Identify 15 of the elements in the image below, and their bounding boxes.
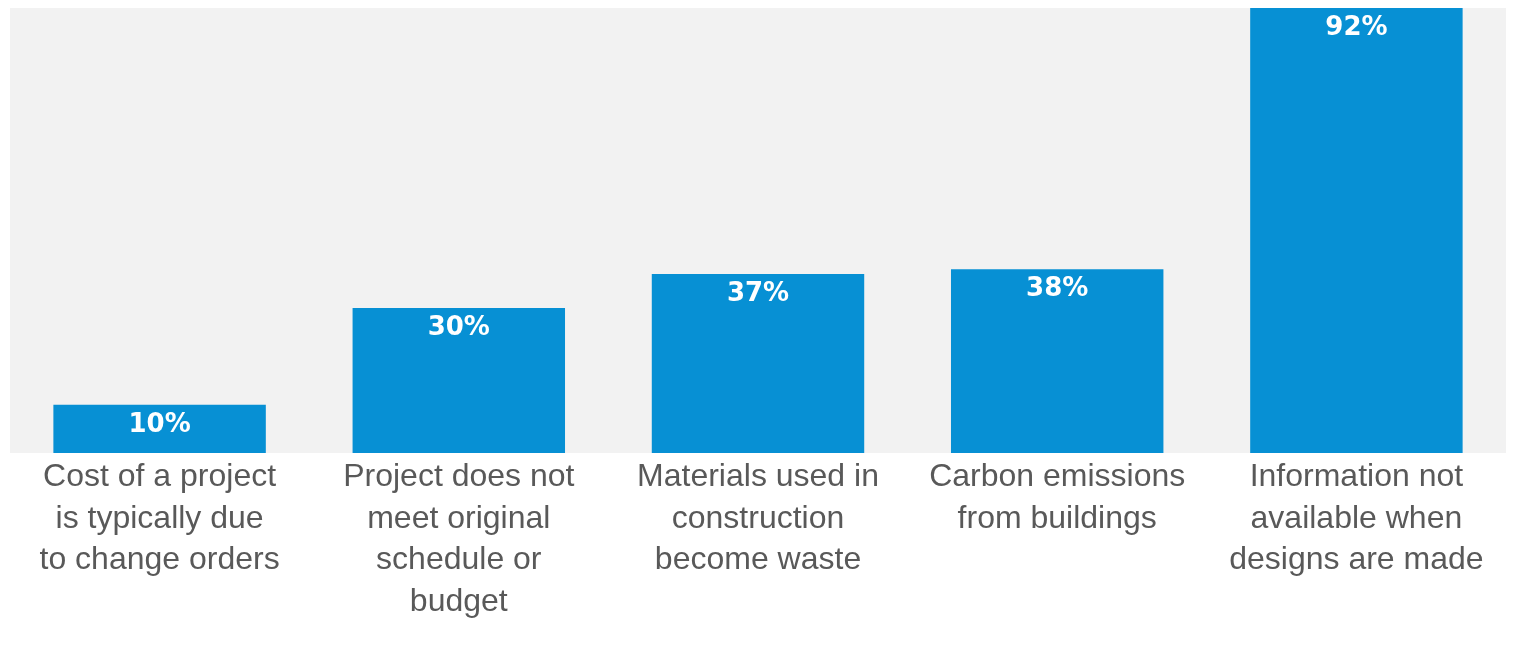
bar — [352, 307, 566, 453]
data-label: 37% — [726, 277, 790, 308]
x-tick-label: Materials used in construction become waste — [637, 457, 879, 577]
bar — [651, 274, 865, 453]
bar — [1250, 8, 1463, 453]
bar — [53, 404, 266, 453]
data-label: 10% — [128, 407, 191, 438]
x-tick-label: Cost of a project is typically due to change orders — [39, 457, 280, 577]
x-tick-label: Information not available when designs are made — [1229, 457, 1484, 577]
x-tick-label: Project does not meet original schedule or budget — [343, 457, 575, 618]
data-label: 38% — [1026, 272, 1089, 303]
data-label: 30% — [427, 310, 490, 341]
data-label: 92% — [1325, 11, 1388, 41]
x-tick-label: Carbon emissions from buildings — [929, 457, 1186, 535]
bar — [950, 269, 1164, 453]
